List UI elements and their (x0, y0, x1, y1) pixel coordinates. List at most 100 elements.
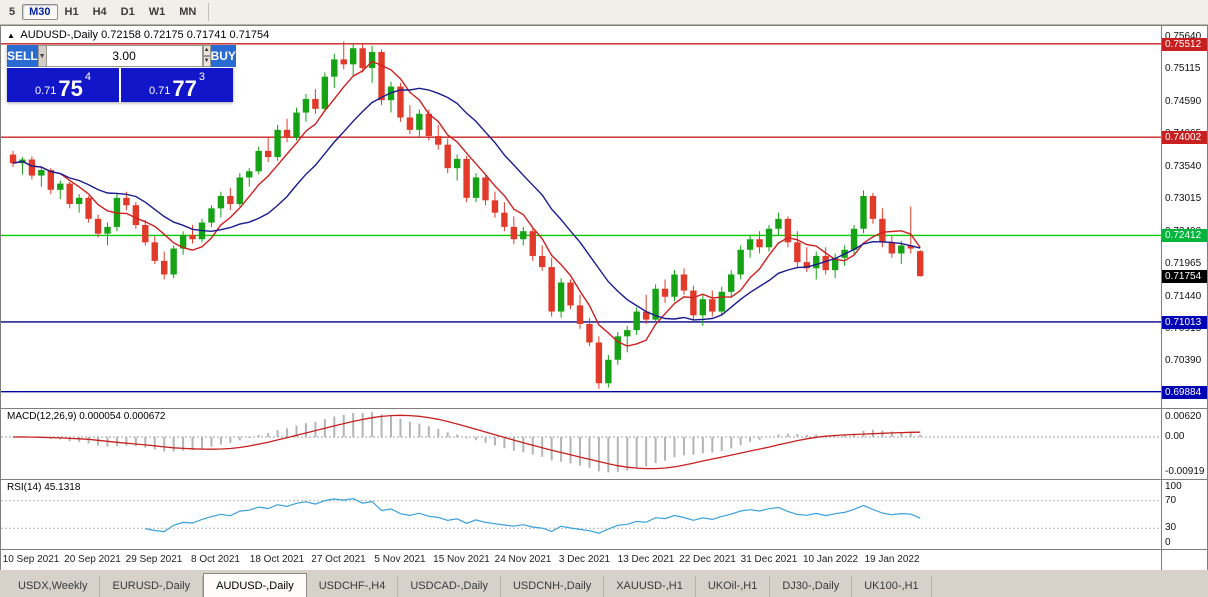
one-click-trade-panel: SELL ▼ ▲ ▼ BUY 0.71 75 4 (7, 45, 236, 102)
macd-pane: MACD(12,26,9) 0.000054 0.000672 0.00620 0… (1, 408, 1207, 479)
date-label: 20 Sep 2021 (64, 554, 121, 565)
axis-corner (1161, 550, 1207, 571)
macd-header: MACD(12,26,9) 0.000054 0.000672 (7, 411, 165, 422)
date-label: 18 Oct 2021 (249, 554, 305, 565)
price-tick: 0.75115 (1165, 63, 1201, 75)
timeframe-button-5[interactable]: 5 (9, 6, 16, 18)
chart-tab-usdcad-daily[interactable]: USDCAD-,Daily (398, 576, 501, 597)
buy-price-sup: 3 (198, 71, 206, 83)
chart-tab-audusd-daily[interactable]: AUDUSD-,Daily (203, 573, 307, 597)
sell-price-small: 0.71 (34, 85, 57, 97)
timeframe-button-mn[interactable]: MN (179, 6, 197, 18)
collapse-trade-panel-icon[interactable]: ▲ (7, 31, 15, 40)
rsi-axis-label: 100 (1165, 481, 1182, 492)
price-tick: 0.73540 (1165, 160, 1202, 172)
chart-tab-usdcnh-daily[interactable]: USDCNH-,Daily (501, 576, 605, 597)
rsi-axis: 100 70 30 0 (1161, 480, 1207, 549)
trade-panel-prices: 0.71 75 4 0.71 77 3 (7, 68, 233, 102)
date-label: 10 Sep 2021 (2, 554, 60, 565)
chart-tab-dj30-daily[interactable]: DJ30-,Daily (770, 576, 853, 597)
volume-up-icon[interactable]: ▲ (202, 45, 211, 56)
price-badge-0.72412: 0.72412 (1162, 229, 1207, 243)
volume-down-icon[interactable]: ▼ (202, 56, 211, 67)
chart-header: ▲ AUDUSD-,Daily 0.72158 0.72175 0.71741 … (7, 29, 269, 41)
sell-price-sup: 4 (84, 71, 92, 83)
chart-tab-bar: USDX,Weekly EURUSD-,Daily AUDUSD-,Daily USD… (0, 570, 1208, 597)
sell-price-display[interactable]: 0.71 75 4 (7, 68, 119, 102)
price-tick: 0.73015 (1165, 193, 1202, 205)
rsi-header: RSI(14) 45.1318 (7, 482, 80, 493)
price-badge-0.71013: 0.71013 (1162, 315, 1207, 329)
volume-input[interactable] (46, 45, 203, 67)
rsi-axis-label: 30 (1165, 522, 1177, 534)
chart-tab-uk100-h1[interactable]: UK100-,H1 (852, 576, 932, 597)
date-label: 29 Sep 2021 (125, 554, 183, 565)
timeframe-button-d1[interactable]: D1 (120, 6, 135, 18)
chart-tab-usdchf-h4[interactable]: USDCHF-,H4 (307, 576, 399, 597)
macd-axis-label: 0.00620 (1165, 411, 1202, 422)
date-label: 3 Dec 2021 (558, 554, 611, 565)
timeframe-button-h4[interactable]: H4 (92, 6, 107, 18)
buy-button[interactable]: BUY (210, 45, 236, 67)
chart-tab-xauusd-h1[interactable]: XAUUSD-,H1 (604, 576, 696, 597)
macd-plot: MACD(12,26,9) 0.000054 0.000672 (1, 409, 1161, 479)
date-label: 10 Jan 2022 (802, 554, 859, 565)
price-axis[interactable]: 0.756400.751150.745900.740650.735400.730… (1161, 26, 1207, 408)
macd-axis: 0.00620 0.00 -0.00919 (1161, 409, 1207, 479)
date-label: 31 Dec 2021 (740, 554, 798, 565)
price-tick: 0.75640 (1165, 30, 1202, 42)
price-tick: 0.71440 (1165, 290, 1202, 302)
price-badge-0.71754: 0.71754 (1162, 270, 1207, 284)
chart-symbol-title: AUDUSD-,Daily (20, 29, 98, 41)
rsi-svg[interactable] (1, 480, 1161, 549)
price-tick: 0.70390 (1165, 355, 1202, 367)
macd-svg[interactable] (1, 409, 1161, 479)
rsi-value: 45.1318 (44, 482, 81, 493)
chart-window: ▲ AUDUSD-,Daily 0.72158 0.72175 0.71741 … (0, 25, 1208, 571)
rsi-axis-label: 0 (1165, 537, 1171, 548)
main-price-pane: ▲ AUDUSD-,Daily 0.72158 0.72175 0.71741 … (1, 26, 1207, 408)
price-badge-0.69884: 0.69884 (1162, 385, 1207, 399)
volume-dropdown-icon[interactable]: ▼ (37, 45, 47, 67)
rsi-axis-label: 70 (1165, 494, 1177, 506)
buy-price-small: 0.71 (148, 85, 171, 97)
main-plot: ▲ AUDUSD-,Daily 0.72158 0.72175 0.71741 … (1, 26, 1161, 408)
main-chart-svg[interactable] (1, 26, 1161, 408)
rsi-plot: RSI(14) 45.1318 (1, 480, 1161, 549)
macd-values: 0.000054 0.000672 (79, 411, 166, 422)
chart-tab-eurusd-daily[interactable]: EURUSD-,Daily (100, 576, 204, 597)
date-axis[interactable]: 10 Sep 2021 20 Sep 2021 29 Sep 2021 8 Oct 2… (1, 550, 1161, 571)
price-tick: 0.74590 (1165, 95, 1202, 107)
timeframe-button-w1[interactable]: W1 (148, 6, 166, 18)
chart-tab-ukoil-h1[interactable]: UKOil-,H1 (696, 576, 771, 597)
macd-axis-label: 0.00 (1165, 431, 1185, 442)
date-label: 27 Oct 2021 (311, 554, 366, 565)
date-label: 13 Dec 2021 (617, 554, 675, 565)
date-label: 22 Dec 2021 (679, 554, 736, 565)
sell-price-big: 75 (58, 76, 83, 101)
date-label: 8 Oct 2021 (191, 554, 240, 565)
trade-panel-controls: SELL ▼ ▲ ▼ BUY (7, 45, 236, 67)
chart-tab-usdx-weekly[interactable]: USDX,Weekly (6, 576, 101, 597)
chart-ohlc-values: 0.72158 0.72175 0.71741 0.71754 (101, 29, 270, 41)
buy-price-big: 77 (172, 76, 197, 101)
toolbar-separator (208, 3, 210, 21)
price-badge-0.75512: 0.75512 (1162, 37, 1207, 51)
date-label: 5 Nov 2021 (374, 554, 426, 565)
rsi-title: RSI(14) (7, 482, 42, 493)
price-tick: 0.71965 (1165, 258, 1202, 270)
timeframe-toolbar: 5 M30 H1 H4 D1 W1 MN (0, 0, 1208, 25)
rsi-pane: RSI(14) 45.1318 100 70 30 0 (1, 479, 1207, 549)
sell-button[interactable]: SELL (7, 45, 38, 67)
date-label: 24 Nov 2021 (494, 554, 552, 565)
date-label: 19 Jan 2022 (864, 554, 920, 565)
timeframe-button-m30[interactable]: M30 (22, 4, 58, 20)
date-axis-row: 10 Sep 2021 20 Sep 2021 29 Sep 2021 8 Oct 2… (1, 549, 1207, 571)
volume-stepper: ▲ ▼ (202, 45, 211, 67)
macd-axis-label: -0.00919 (1165, 466, 1205, 477)
buy-price-display[interactable]: 0.71 77 3 (121, 68, 233, 102)
macd-title: MACD(12,26,9) (7, 411, 77, 422)
price-badge-0.74002: 0.74002 (1162, 131, 1207, 145)
date-label: 15 Nov 2021 (433, 554, 490, 565)
timeframe-button-h1[interactable]: H1 (64, 6, 79, 18)
